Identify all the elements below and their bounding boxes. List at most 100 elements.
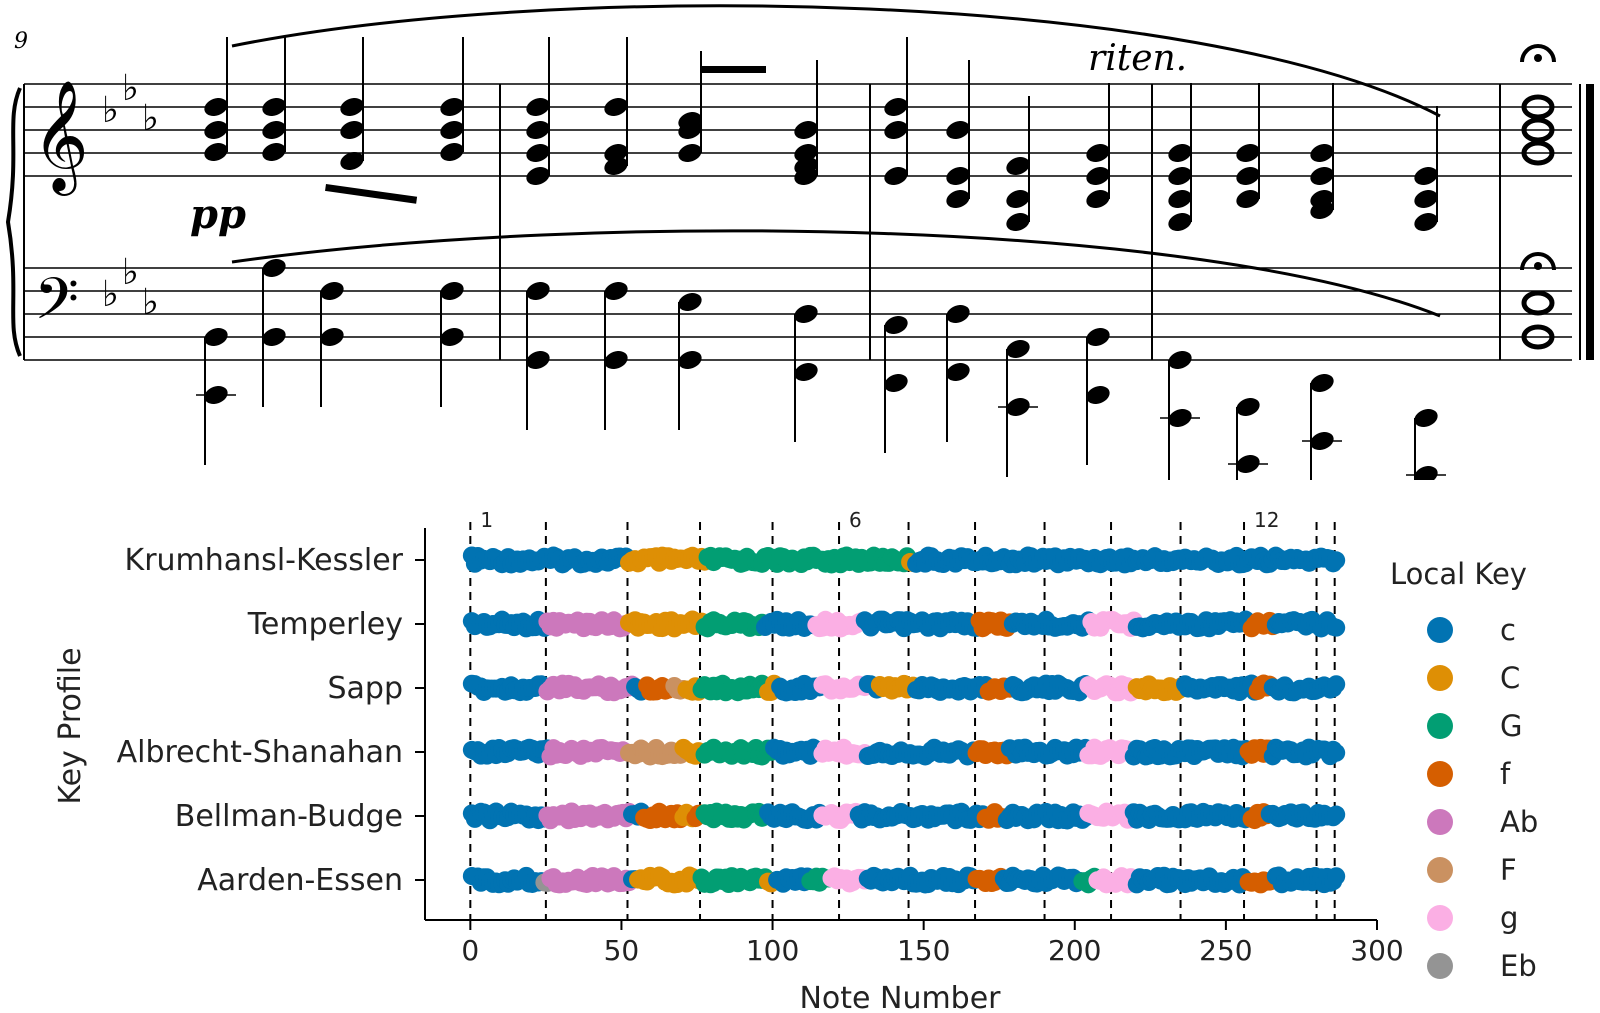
data-point [1296, 747, 1315, 766]
data-point [607, 870, 626, 889]
data-point [474, 612, 493, 631]
data-point [674, 615, 693, 634]
legend-marker [1427, 761, 1453, 787]
data-point [895, 744, 914, 763]
data-point [1088, 616, 1107, 635]
data-point [725, 805, 744, 824]
data-point [1300, 809, 1318, 828]
data-point [1115, 803, 1134, 822]
data-point [1300, 677, 1318, 696]
data-point [644, 682, 663, 701]
data-point [556, 806, 575, 825]
data-point [907, 745, 926, 764]
data-point [535, 809, 554, 828]
data-point [1242, 873, 1261, 892]
data-point [650, 553, 669, 572]
data-point [677, 551, 696, 570]
data-point [1021, 808, 1040, 827]
data-point [946, 680, 965, 699]
data-point [719, 616, 738, 635]
data-point [1127, 875, 1146, 894]
x-tick-label: 250 [1199, 934, 1252, 967]
data-point [1067, 808, 1086, 827]
data-point [837, 746, 856, 765]
data-point [704, 553, 723, 572]
data-point [1028, 680, 1046, 699]
data-point [1145, 738, 1164, 757]
data-point [1266, 738, 1285, 757]
data-point [462, 674, 481, 693]
data-point [1070, 871, 1089, 890]
data-point [698, 679, 717, 698]
data-point [641, 811, 660, 830]
data-point [523, 679, 542, 698]
data-point [771, 803, 790, 822]
data-point [508, 613, 527, 632]
data-point [1218, 612, 1237, 631]
legend-title: Local Key [1390, 557, 1527, 591]
data-point [728, 874, 747, 893]
data-point [1112, 615, 1131, 634]
data-point [529, 745, 548, 764]
data-point [1170, 869, 1189, 888]
data-point [1040, 682, 1059, 701]
data-point [1221, 871, 1240, 890]
data-point [970, 810, 989, 829]
data-point [979, 869, 998, 888]
data-point [629, 744, 648, 763]
data-point [1151, 614, 1170, 633]
data-point [1324, 617, 1343, 636]
data-point [1130, 803, 1149, 822]
data-point [988, 617, 1007, 636]
data-point [1275, 552, 1294, 571]
data-point [526, 806, 545, 825]
data-point [1055, 741, 1074, 760]
data-point [1306, 548, 1325, 567]
data-point [916, 875, 935, 894]
data-point [762, 682, 781, 701]
data-point [1278, 805, 1297, 824]
data-point [795, 674, 814, 693]
data-point [1003, 549, 1022, 568]
data-point [1251, 875, 1270, 894]
data-point [665, 746, 684, 765]
data-point [1224, 615, 1243, 634]
data-point [937, 873, 956, 892]
data-point [997, 549, 1016, 568]
data-point [876, 677, 895, 696]
data-point [1215, 551, 1234, 570]
data-point [1034, 680, 1053, 699]
data-point [1164, 681, 1182, 700]
data-point [798, 867, 817, 886]
data-point [1024, 745, 1043, 764]
data-point [783, 616, 802, 635]
data-point [728, 809, 747, 828]
data-point [1312, 677, 1331, 696]
data-point [1327, 618, 1346, 637]
data-point [940, 548, 959, 567]
data-point [1139, 746, 1158, 765]
data-point [1088, 680, 1107, 699]
data-point [834, 870, 853, 889]
data-point [1034, 744, 1053, 763]
data-point [858, 553, 877, 572]
data-point [616, 614, 635, 633]
data-point [958, 810, 977, 829]
data-point [1170, 739, 1189, 758]
data-point [1200, 549, 1219, 568]
data-point [768, 870, 787, 889]
data-point [683, 745, 702, 764]
data-point [819, 617, 838, 636]
data-point [1287, 613, 1306, 632]
data-point [568, 611, 587, 630]
data-point [490, 806, 509, 825]
data-point [1203, 615, 1222, 634]
data-point [831, 744, 850, 763]
data-point [1278, 680, 1297, 699]
data-point [616, 547, 635, 566]
data-point [922, 614, 941, 633]
data-point [1043, 871, 1062, 890]
data-point [689, 742, 708, 761]
data-point [556, 746, 575, 765]
data-point [477, 746, 496, 765]
